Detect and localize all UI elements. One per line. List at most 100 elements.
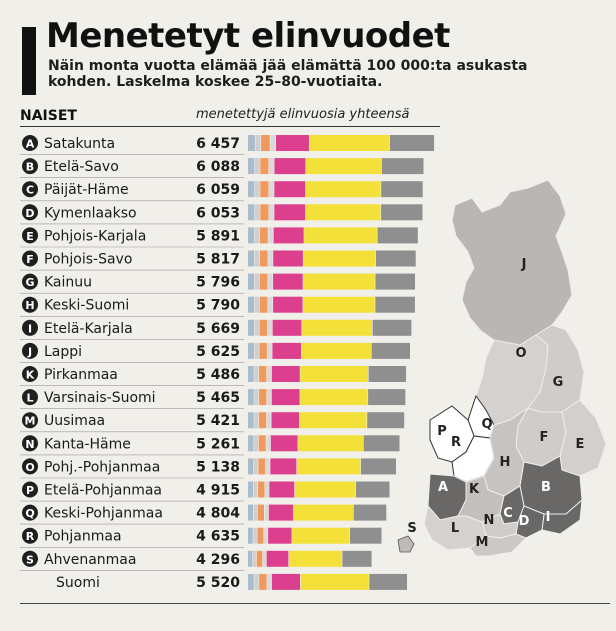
bar-segment: [306, 158, 382, 175]
map-region-e: [559, 399, 607, 477]
region-row: Suomi 5 520: [56, 573, 407, 591]
bar-segment: [360, 458, 396, 475]
bar-segment: [248, 250, 255, 267]
value-label: 5 669: [196, 321, 240, 337]
bar-segment: [254, 273, 260, 290]
bar-segment: [309, 135, 390, 151]
region-letter: K: [26, 369, 35, 382]
region-letter: M: [25, 415, 36, 428]
bar-segment: [299, 412, 367, 429]
region-letter-badge: [22, 204, 38, 221]
bar-segment: [248, 296, 255, 313]
bar-segment: [270, 458, 297, 475]
map-label: A: [438, 480, 448, 495]
bar-segment: [269, 204, 274, 221]
bar-segment: [292, 527, 350, 544]
region-letter: A: [26, 138, 35, 151]
bar-segment: [248, 504, 253, 521]
bar-segment: [363, 435, 400, 452]
bar-segment: [253, 504, 258, 521]
bar-segment: [367, 412, 405, 429]
region-name: Pohjois-Savo: [44, 252, 132, 268]
bar-segment: [257, 504, 264, 521]
region-row: G Kainuu 5 796: [20, 273, 415, 294]
bar-segment: [369, 573, 407, 590]
bar-segment: [303, 250, 376, 267]
region-name: Kanta-Häme: [44, 436, 131, 452]
region-letter: S: [26, 553, 34, 566]
value-label: 6 457: [196, 136, 240, 152]
region-letter-badge: [22, 389, 38, 406]
region-name: Suomi: [56, 575, 100, 591]
bar-segment: [259, 273, 268, 290]
bar-segment: [276, 135, 309, 151]
header-rule: [20, 126, 440, 127]
bar-segment: [270, 135, 276, 151]
bar-segment: [254, 319, 259, 336]
region-letter-badge: [22, 435, 38, 452]
region-row: O Pohj.-Pohjanmaa 5 138: [20, 458, 396, 479]
bar-segment: [257, 527, 264, 544]
region-letter-badge: [22, 250, 38, 267]
value-label: 5 486: [196, 367, 240, 383]
region-name: Satakunta: [44, 136, 115, 152]
value-label: 5 625: [196, 344, 240, 360]
value-label: 5 790: [196, 298, 240, 314]
bar-segment: [301, 342, 372, 359]
bar-segment: [248, 435, 254, 452]
value-label: 5 817: [196, 252, 240, 268]
bar-segment: [255, 181, 260, 198]
region-row: E Pohjois-Karjala 5 891: [20, 227, 418, 248]
region-letter-badge: [22, 158, 38, 175]
bar-segment: [262, 550, 266, 567]
bar-segment: [266, 550, 289, 567]
region-letter-badge: [22, 550, 38, 567]
bar-segment: [267, 342, 272, 359]
map-label: N: [484, 513, 495, 528]
bar-segment: [259, 412, 267, 429]
value-label: 5 138: [196, 459, 240, 475]
bar-segment: [303, 296, 375, 313]
map-label: P: [437, 424, 447, 439]
region-row: A Satakunta 6 457: [20, 135, 435, 155]
bar-rows: A Satakunta 6 457 B Etelä-Savo 6 088 C Päijät-H…: [20, 135, 435, 591]
bar-segment: [271, 389, 300, 406]
bar-segment: [274, 181, 306, 198]
region-letter: H: [25, 299, 34, 312]
bar-segment: [342, 550, 372, 567]
bar-segment: [254, 435, 259, 452]
bar-segment: [381, 181, 423, 198]
bar-segment: [271, 366, 300, 382]
bar-segment: [300, 389, 368, 406]
bar-segment: [264, 527, 268, 544]
bar-segment: [268, 250, 273, 267]
bar-segment: [381, 158, 424, 175]
region-letter: F: [26, 253, 34, 266]
region-letter-badge: [22, 135, 38, 151]
bar-segment: [270, 435, 298, 452]
bar-segment: [254, 250, 260, 267]
value-label: 4 296: [196, 552, 240, 568]
bar-segment: [258, 435, 266, 452]
bar-segment: [248, 319, 254, 336]
region-letter-badge: [22, 504, 38, 521]
bar-segment: [353, 504, 387, 521]
region-name: Etelä-Pohjanmaa: [44, 483, 162, 499]
region-row: P Etelä-Pohjanmaa 4 915: [20, 481, 390, 502]
value-label: 5 421: [196, 413, 240, 429]
bar-segment: [248, 366, 254, 382]
region-name: Keski-Pohjanmaa: [44, 506, 163, 522]
value-label: 4 915: [196, 483, 240, 499]
region-letter-badge: [22, 458, 38, 475]
bar-segment: [248, 389, 254, 406]
bar-segment: [254, 389, 259, 406]
region-row: R Pohjanmaa 4 635: [20, 527, 382, 548]
bar-segment: [265, 481, 269, 498]
region-letter-badge: [22, 527, 38, 544]
bar-segment: [371, 342, 410, 359]
region-letter-badge: [22, 296, 38, 313]
bar-segment: [272, 319, 302, 336]
map-label: I: [546, 510, 551, 525]
map-region-s: [397, 535, 415, 553]
